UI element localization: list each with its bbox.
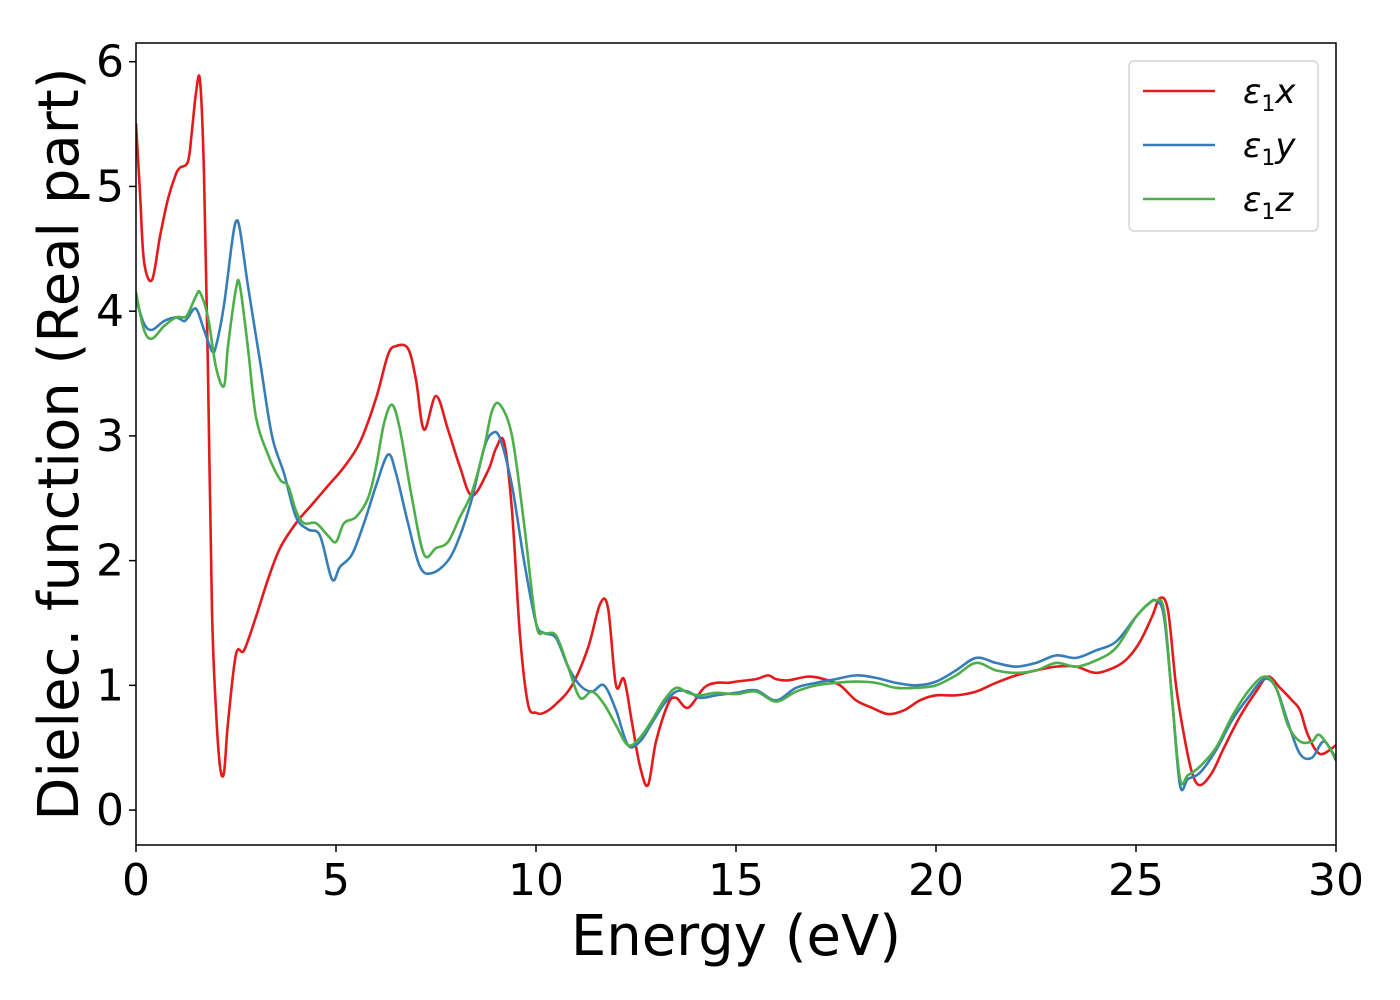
- x-axis-title: Energy (eV): [571, 904, 901, 969]
- legend: ε1x ε1y ε1z: [1128, 60, 1319, 232]
- y-tick-label: 6: [96, 37, 124, 88]
- x-tick-label: 10: [508, 855, 564, 906]
- series-line-z: [136, 278, 1336, 786]
- x-tick-label: 20: [908, 855, 964, 906]
- y-tick-label: 5: [96, 161, 124, 212]
- legend-label-x: ε1x: [1243, 72, 1296, 117]
- y-tick-label: 2: [96, 536, 124, 587]
- x-tick-label: 5: [322, 855, 350, 906]
- legend-label-y: ε1y: [1243, 126, 1296, 171]
- legend-label-z: ε1z: [1243, 180, 1294, 225]
- x-axis-ticks: 0 5 10 15 20 25 30: [122, 845, 1364, 906]
- y-tick-label: 1: [96, 660, 124, 711]
- y-axis-title: Dielec. function (Real part): [27, 67, 92, 820]
- y-tick-label: 3: [96, 411, 124, 462]
- x-tick-label: 30: [1308, 855, 1364, 906]
- x-tick-label: 25: [1108, 855, 1164, 906]
- y-tick-label: 0: [96, 785, 124, 836]
- y-axis-ticks: 0 1 2 3 4 5 6: [96, 37, 136, 836]
- x-tick-label: 0: [122, 855, 150, 906]
- y-tick-label: 4: [96, 286, 124, 337]
- series-line-x: [136, 74, 1336, 788]
- legend-box: [1128, 60, 1319, 232]
- series-layer: [136, 74, 1336, 792]
- x-tick-label: 15: [708, 855, 764, 906]
